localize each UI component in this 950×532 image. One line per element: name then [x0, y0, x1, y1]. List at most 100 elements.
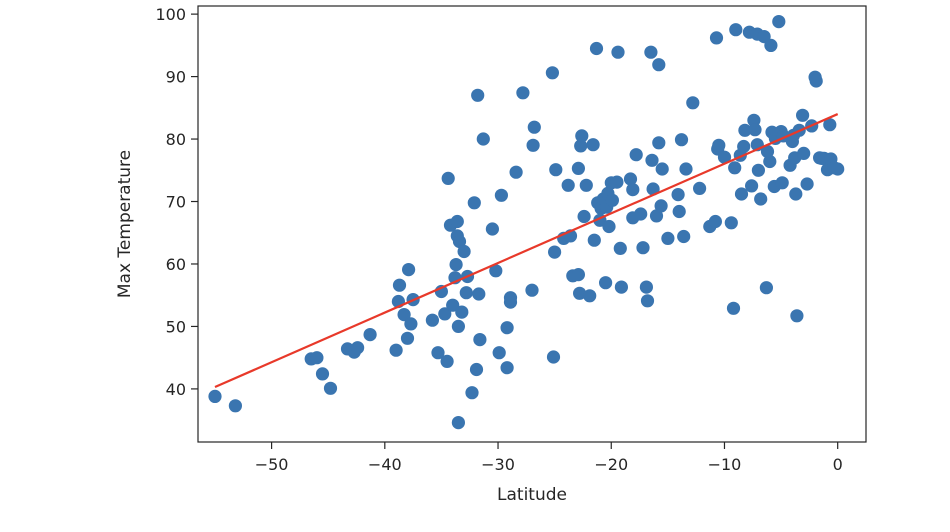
- data-point: [228, 399, 242, 413]
- data-point: [571, 161, 586, 175]
- y-tick-label: 90: [166, 68, 186, 87]
- data-point: [425, 313, 439, 327]
- y-tick-label: 40: [166, 380, 186, 399]
- data-point: [605, 193, 620, 207]
- data-point: [575, 129, 589, 143]
- data-point: [586, 138, 600, 152]
- data-point: [587, 233, 601, 247]
- data-point: [655, 162, 669, 176]
- data-point: [473, 333, 487, 347]
- data-point: [724, 216, 738, 230]
- data-point: [789, 187, 803, 201]
- data-point: [754, 192, 768, 206]
- data-point: [441, 171, 455, 185]
- data-point: [686, 96, 700, 110]
- data-point: [323, 381, 338, 395]
- data-point: [589, 41, 604, 56]
- data-point: [652, 58, 666, 72]
- y-axis-label: Max Temperature: [115, 150, 135, 298]
- data-point: [599, 276, 613, 290]
- data-point: [516, 86, 530, 100]
- data-point: [626, 183, 640, 197]
- data-point: [400, 331, 415, 345]
- data-point: [763, 154, 777, 169]
- data-point: [734, 187, 749, 201]
- data-point: [738, 123, 752, 137]
- data-point: [526, 138, 540, 152]
- data-point: [831, 162, 845, 176]
- y-tick-label: 50: [166, 317, 186, 336]
- data-point: [451, 319, 465, 333]
- data-point: [351, 341, 365, 355]
- data-point: [503, 291, 518, 305]
- data-point: [548, 245, 562, 259]
- data-point: [449, 258, 463, 272]
- data-point: [611, 45, 625, 59]
- regression-line-layer: [214, 113, 839, 389]
- data-point: [310, 351, 324, 365]
- x-tick-label: −10: [708, 455, 742, 474]
- data-point: [708, 214, 723, 229]
- data-point: [525, 283, 539, 297]
- data-point: [823, 118, 837, 132]
- data-point: [397, 308, 411, 322]
- data-point: [494, 188, 508, 202]
- data-point: [809, 74, 823, 88]
- data-point: [717, 150, 732, 164]
- data-point: [790, 309, 804, 323]
- data-point: [469, 362, 484, 377]
- y-tick-label: 60: [166, 255, 186, 274]
- data-point: [629, 148, 643, 162]
- y-tick-label: 70: [166, 193, 186, 212]
- data-point: [623, 172, 638, 186]
- data-point: [674, 133, 689, 147]
- data-point: [583, 289, 597, 303]
- data-point: [392, 278, 407, 292]
- data-point: [489, 264, 503, 278]
- data-point: [797, 146, 811, 160]
- data-point: [639, 280, 654, 294]
- data-point: [440, 354, 454, 368]
- data-point: [455, 305, 469, 319]
- data-point: [726, 301, 741, 315]
- x-tick-label: −20: [594, 455, 628, 474]
- data-point: [457, 244, 471, 259]
- data-point: [646, 182, 660, 196]
- data-point: [549, 163, 563, 177]
- data-point: [546, 350, 561, 364]
- data-point: [465, 386, 479, 400]
- data-point: [645, 153, 659, 167]
- data-point: [729, 23, 743, 37]
- data-point: [652, 136, 666, 150]
- data-point: [467, 196, 481, 210]
- data-point: [640, 294, 655, 308]
- data-point: [800, 177, 814, 191]
- x-axis-ticks: −50 −40 −30 −20 −10 0: [255, 442, 843, 474]
- data-point: [775, 176, 789, 190]
- data-point: [661, 231, 675, 245]
- data-point: [208, 389, 222, 403]
- data-point: [654, 199, 668, 213]
- data-point: [677, 229, 691, 244]
- data-point: [649, 209, 664, 223]
- data-point: [451, 416, 465, 430]
- data-point: [446, 298, 460, 312]
- scatter-points: [208, 15, 845, 430]
- data-point: [709, 31, 724, 45]
- data-point: [644, 45, 658, 59]
- data-point: [527, 120, 541, 134]
- data-point: [579, 178, 593, 192]
- data-point: [772, 15, 786, 29]
- data-point: [492, 346, 506, 360]
- data-point: [545, 66, 560, 80]
- data-point: [315, 367, 330, 381]
- data-point: [485, 222, 499, 236]
- data-point: [500, 321, 514, 335]
- regression-line: [214, 113, 839, 389]
- data-point: [561, 178, 575, 192]
- data-point: [671, 188, 685, 202]
- data-point: [438, 307, 452, 321]
- data-point: [476, 132, 490, 146]
- data-point: [402, 263, 416, 277]
- data-point: [693, 181, 707, 195]
